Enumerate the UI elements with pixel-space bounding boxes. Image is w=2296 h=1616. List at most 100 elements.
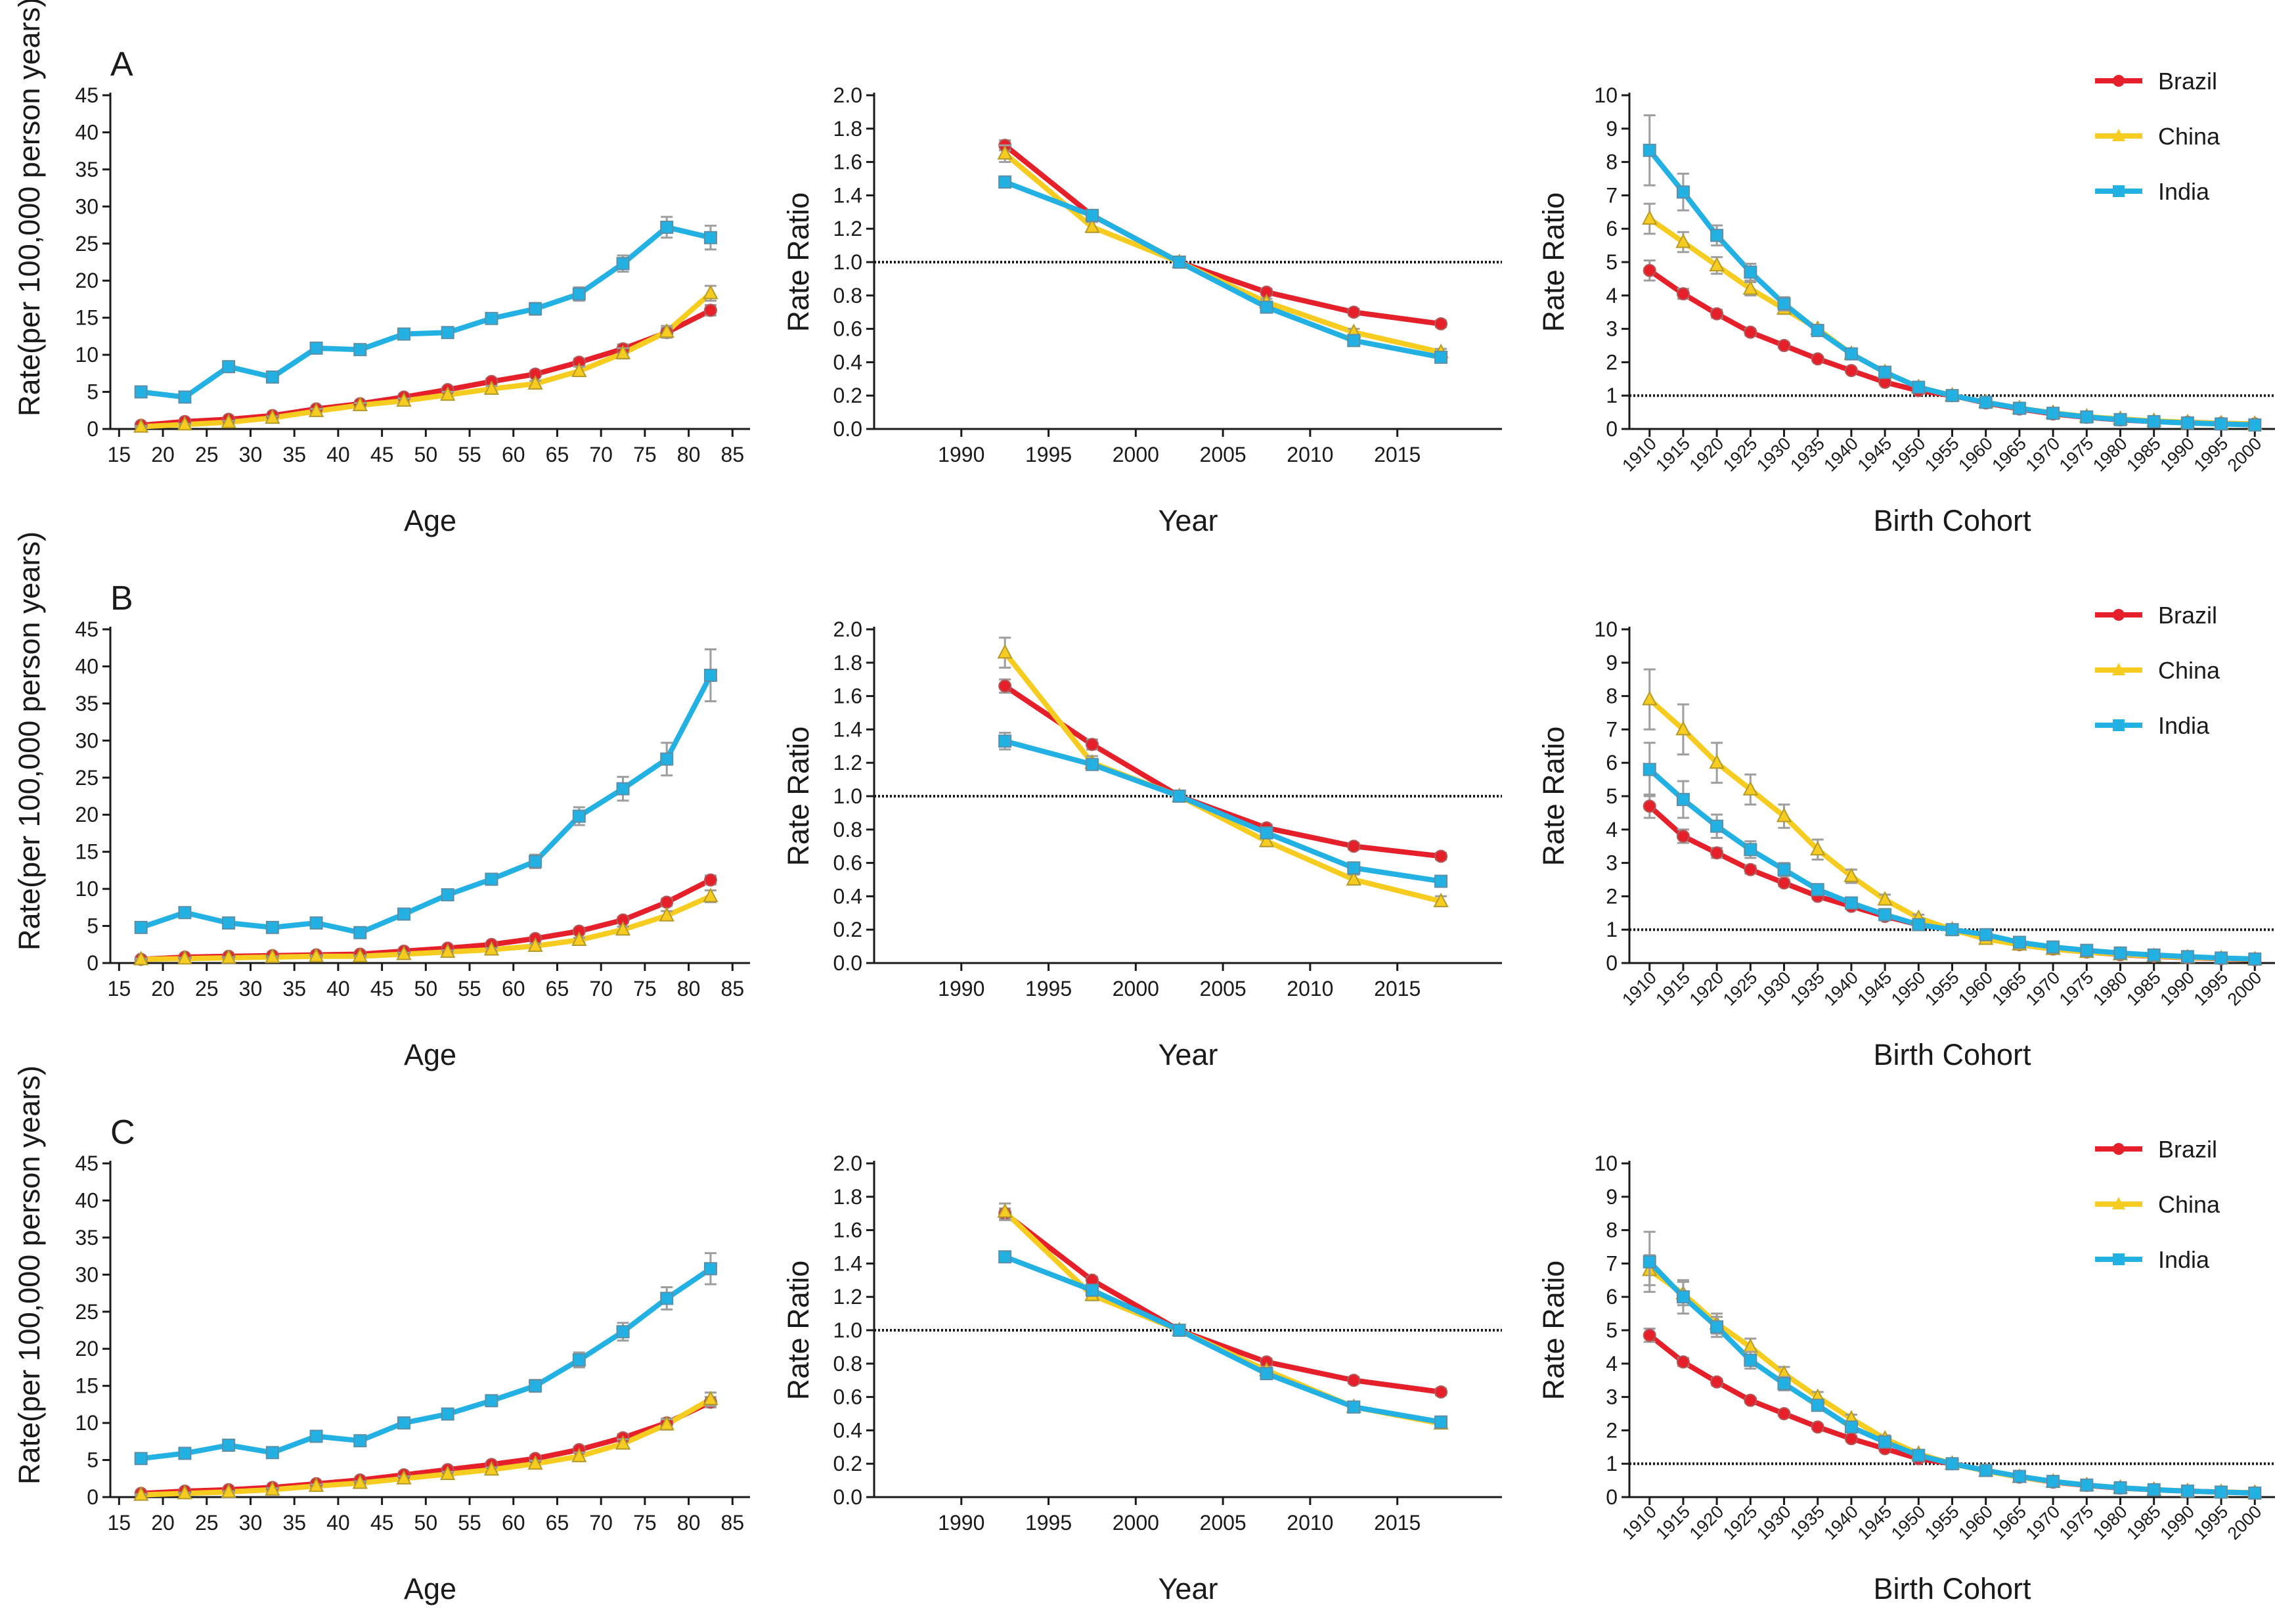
data-point-india — [222, 916, 236, 930]
data-point-india — [703, 231, 717, 244]
x-tick-label: 1955 — [1921, 968, 1963, 1010]
panel-b-age: B 0 5 10 15 20 25 30 35 40 45 15 20 25 30 35 40 45 50 55 60 6… — [12, 531, 750, 1071]
data-point-india — [1777, 297, 1791, 311]
data-point-india — [1172, 790, 1186, 803]
series-line-india — [1002, 1254, 1444, 1425]
data-point-china — [1877, 891, 1893, 906]
data-point-brazil — [703, 873, 717, 887]
series-line-china — [1002, 150, 1444, 355]
panel-letter: C — [110, 1113, 135, 1152]
panel-letter: A — [110, 45, 133, 83]
data-point-brazil — [660, 895, 674, 909]
panel-a-cohort: 0 1 2 3 4 5 6 7 8 9 10 1910191519201925193019351940… — [1537, 68, 2275, 537]
x-tick-label: 1990 — [938, 977, 984, 1000]
y-tick-label: 0.2 — [833, 918, 862, 941]
panel-c-cohort: 0 1 2 3 4 5 6 7 8 9 10 1910191519201925193019351940… — [1537, 1136, 2275, 1605]
y-tick-label: 45 — [75, 1152, 99, 1175]
x-tick-label: 2010 — [1287, 1511, 1333, 1535]
x-tick-label: 1965 — [1988, 968, 2030, 1010]
data-point-india — [1744, 1353, 1757, 1367]
x-tick-label: 2005 — [1200, 977, 1247, 1000]
y-tick-label: 30 — [75, 1263, 99, 1286]
x-tick-label: 1920 — [1686, 968, 1728, 1010]
x-tick-label: 1995 — [2190, 1502, 2232, 1544]
y-tick-label: 15 — [75, 840, 99, 864]
data-point-india — [1878, 908, 1892, 922]
series-line-india — [1002, 738, 1444, 884]
y-tick-label: 2 — [1606, 350, 1618, 374]
y-tick-label: 1 — [1606, 384, 1618, 407]
data-point-india — [2012, 401, 2026, 415]
x-tick-label: 1910 — [1618, 434, 1660, 476]
y-axis-title: Rate Ratio — [1537, 727, 1570, 866]
y-tick-label: 10 — [1594, 83, 1618, 107]
y-tick-label: 25 — [75, 232, 99, 256]
panel-c-period: 0.0 0.2 0.4 0.6 0.8 1.0 1.2 1.4 1.6 1.8 2.0 1990 199… — [782, 1152, 1502, 1605]
y-tick-label: 35 — [75, 158, 99, 181]
series-line-china — [138, 1397, 713, 1498]
data-point-india — [1844, 896, 1858, 910]
data-point-india — [1811, 324, 1824, 338]
y-tick-label: 2 — [1606, 884, 1618, 908]
y-tick-label: 0.8 — [833, 818, 862, 842]
x-tick-label: 20 — [151, 443, 175, 466]
data-point-india — [1643, 143, 1656, 157]
x-tick-label: 35 — [282, 977, 306, 1000]
data-point-china — [527, 374, 543, 390]
data-point-china — [483, 380, 500, 395]
data-point-china — [352, 1474, 368, 1489]
x-tick-label: 1955 — [1921, 434, 1963, 476]
x-tick-label: 35 — [282, 443, 306, 466]
data-point-india — [1260, 826, 1273, 840]
data-point-china — [1742, 280, 1758, 295]
x-tick-label: 1930 — [1753, 434, 1795, 476]
x-axis-title: Birth Cohort — [1873, 1572, 2031, 1605]
panel-a-age: A 0 5 10 15 20 25 30 35 40 45 15 20 25 30 35 40 45 50 55 60 6… — [12, 0, 750, 537]
data-point-brazil — [1643, 263, 1656, 277]
x-tick-label: 1985 — [2123, 1502, 2165, 1544]
x-tick-label: 2000 — [2224, 968, 2266, 1010]
data-point-india — [309, 341, 323, 355]
data-point-china — [659, 1416, 674, 1431]
data-point-china — [571, 362, 587, 377]
y-tick-label: 9 — [1606, 651, 1618, 675]
data-point-china — [221, 413, 236, 428]
y-tick-label: 0 — [87, 951, 99, 975]
y-tick-label: 20 — [75, 269, 99, 292]
data-point-india — [1434, 1415, 1448, 1429]
y-tick-label: 3 — [1606, 317, 1618, 341]
series-line-india — [138, 673, 713, 935]
data-point-china — [1346, 870, 1361, 886]
data-point-india — [2113, 413, 2127, 426]
legend-marker — [2112, 663, 2125, 675]
data-point-china — [703, 284, 718, 300]
x-tick-label: 15 — [108, 1511, 131, 1535]
data-point-india — [1710, 229, 1724, 242]
x-tick-label: 60 — [502, 1511, 525, 1535]
x-axis-title: Year — [1159, 504, 1218, 537]
x-tick-label: 1980 — [2089, 968, 2131, 1010]
x-tick-label: 1980 — [2089, 1502, 2131, 1544]
data-point-india — [2046, 407, 2060, 420]
data-point-india — [397, 327, 410, 341]
series-line-india — [138, 224, 713, 400]
data-point-china — [308, 402, 324, 417]
panel-b-period: 0.0 0.2 0.4 0.6 0.8 1.0 1.2 1.4 1.6 1.8 2.0 1990 199… — [782, 617, 1502, 1071]
data-point-china — [1258, 832, 1275, 847]
data-point-india — [353, 1434, 367, 1448]
data-point-brazil — [1777, 876, 1791, 890]
x-tick-label: 1990 — [2156, 1502, 2198, 1544]
data-point-india — [178, 390, 192, 404]
x-tick-label: 2000 — [2224, 434, 2266, 476]
x-tick-label: 30 — [239, 1511, 263, 1535]
data-point-india — [1172, 1324, 1186, 1337]
data-point-india — [529, 855, 542, 868]
data-point-india — [1676, 793, 1690, 807]
x-tick-label: 1995 — [2190, 434, 2232, 476]
data-point-india — [2113, 946, 2127, 960]
data-point-india — [1945, 389, 1959, 403]
x-tick-label: 50 — [414, 443, 438, 466]
data-point-brazil — [1811, 352, 1824, 366]
y-tick-label: 20 — [75, 803, 99, 826]
series-line-brazil — [138, 307, 713, 428]
